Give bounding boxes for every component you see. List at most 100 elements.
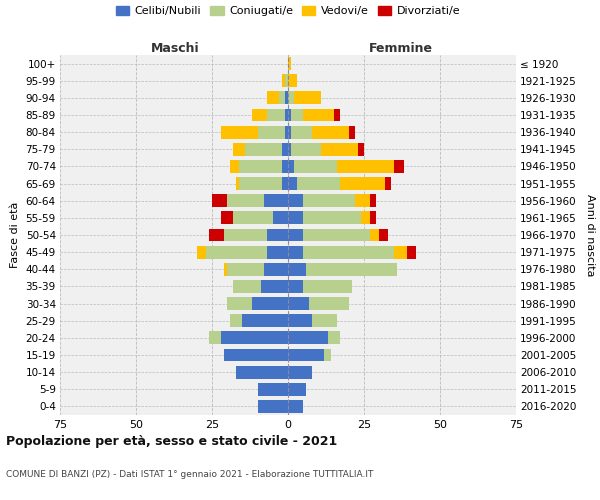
Bar [288, 332, 328, 344]
Bar [288, 228, 303, 241]
Bar [267, 246, 288, 258]
Bar [291, 126, 313, 138]
Bar [282, 143, 288, 156]
Bar [291, 108, 303, 122]
Bar [233, 143, 245, 156]
Bar [239, 160, 282, 173]
Bar [285, 126, 288, 138]
Bar [257, 126, 285, 138]
Bar [221, 212, 233, 224]
Bar [303, 194, 355, 207]
Bar [288, 366, 313, 378]
Bar [224, 263, 227, 276]
Bar [288, 383, 306, 396]
Text: COMUNE DI BANZI (PZ) - Dati ISTAT 1° gennaio 2021 - Elaborazione TUTTITALIA.IT: COMUNE DI BANZI (PZ) - Dati ISTAT 1° gen… [6, 470, 373, 479]
Bar [236, 177, 239, 190]
Bar [267, 108, 285, 122]
Bar [251, 108, 267, 122]
Bar [288, 57, 291, 70]
Bar [288, 280, 303, 293]
Bar [221, 332, 288, 344]
Bar [224, 348, 288, 362]
Bar [257, 383, 288, 396]
Bar [233, 280, 260, 293]
Bar [288, 126, 291, 138]
Bar [285, 92, 288, 104]
Legend: Celibi/Nubili, Coniugati/e, Vedovi/e, Divorziati/e: Celibi/Nubili, Coniugati/e, Vedovi/e, Di… [112, 2, 464, 20]
Bar [394, 246, 407, 258]
Bar [370, 194, 376, 207]
Bar [257, 400, 288, 413]
Bar [303, 108, 334, 122]
Bar [209, 228, 224, 241]
Bar [288, 348, 325, 362]
Bar [328, 332, 340, 344]
Bar [285, 108, 288, 122]
Bar [263, 263, 288, 276]
Bar [340, 177, 385, 190]
Bar [224, 228, 267, 241]
Bar [288, 263, 306, 276]
Bar [267, 92, 279, 104]
Bar [221, 126, 257, 138]
Bar [407, 246, 416, 258]
Bar [303, 228, 370, 241]
Bar [197, 246, 206, 258]
Text: Maschi: Maschi [151, 42, 200, 55]
Bar [282, 160, 288, 173]
Bar [230, 314, 242, 327]
Bar [370, 228, 379, 241]
Bar [288, 194, 303, 207]
Bar [370, 212, 376, 224]
Bar [227, 297, 251, 310]
Bar [358, 143, 364, 156]
Bar [242, 314, 288, 327]
Bar [263, 194, 288, 207]
Bar [282, 177, 288, 190]
Bar [394, 160, 404, 173]
Text: Femmine: Femmine [368, 42, 433, 55]
Bar [282, 74, 285, 87]
Bar [251, 297, 288, 310]
Bar [313, 314, 337, 327]
Bar [288, 108, 291, 122]
Bar [230, 160, 239, 173]
Bar [260, 280, 288, 293]
Bar [239, 177, 282, 190]
Bar [288, 92, 294, 104]
Bar [288, 314, 313, 327]
Bar [279, 92, 285, 104]
Bar [361, 212, 370, 224]
Y-axis label: Anni di nascita: Anni di nascita [585, 194, 595, 276]
Bar [236, 366, 288, 378]
Bar [285, 74, 288, 87]
Bar [273, 212, 288, 224]
Bar [303, 246, 394, 258]
Bar [288, 177, 297, 190]
Bar [288, 400, 303, 413]
Bar [385, 177, 391, 190]
Bar [309, 297, 349, 310]
Bar [288, 297, 309, 310]
Bar [313, 126, 349, 138]
Bar [245, 143, 282, 156]
Bar [212, 194, 227, 207]
Bar [355, 194, 370, 207]
Bar [349, 126, 355, 138]
Y-axis label: Fasce di età: Fasce di età [10, 202, 20, 268]
Bar [233, 212, 273, 224]
Bar [227, 263, 263, 276]
Bar [288, 212, 303, 224]
Bar [267, 228, 288, 241]
Bar [294, 160, 337, 173]
Bar [303, 212, 361, 224]
Bar [227, 194, 263, 207]
Bar [325, 348, 331, 362]
Bar [337, 160, 394, 173]
Bar [209, 332, 221, 344]
Bar [288, 74, 297, 87]
Bar [297, 177, 340, 190]
Text: Popolazione per età, sesso e stato civile - 2021: Popolazione per età, sesso e stato civil… [6, 435, 337, 448]
Bar [206, 246, 267, 258]
Bar [322, 143, 358, 156]
